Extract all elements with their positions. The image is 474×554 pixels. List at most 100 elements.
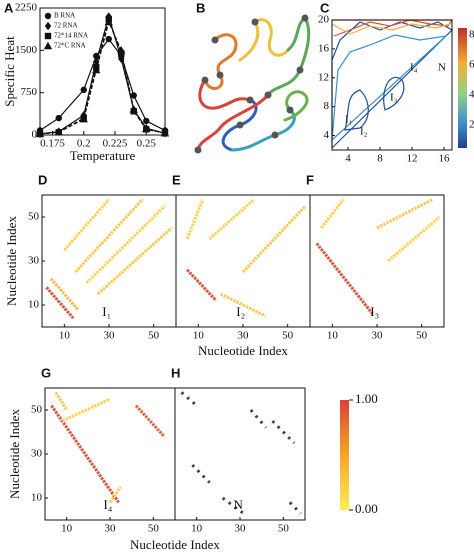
contact-run (241, 204, 307, 274)
plot-frame (331, 19, 453, 151)
x-tick-label: 8 (377, 153, 383, 165)
contact-run (271, 419, 296, 445)
panel-label: C (320, 0, 330, 15)
legend-label: 72 RNA (54, 22, 78, 30)
marker (130, 92, 137, 99)
x-axis-label: Nucleotide Index (198, 343, 288, 358)
rna-structure (194, 14, 311, 154)
y-axis-label: Specific Heat (2, 36, 17, 107)
x-tick-label: 10 (191, 523, 203, 535)
map-annotation: I₄ (104, 497, 113, 512)
contour-annotation: I₁ (345, 114, 353, 126)
y-tick-label: 4 (324, 129, 330, 141)
y-tick-label: 20 (318, 14, 330, 26)
panel-label: E (172, 172, 181, 187)
contact-run (221, 496, 248, 517)
x-tick-label: 50 (148, 523, 160, 535)
contact-run (186, 268, 218, 302)
x-tick-label: 12 (407, 153, 418, 165)
x-tick-label: 0.25 (137, 138, 157, 150)
marker (80, 86, 87, 94)
y-tick-label: 16 (318, 42, 330, 54)
contour-annotation: I₄ (410, 62, 418, 74)
marker (142, 124, 151, 132)
colorbar-label: 2 (469, 119, 474, 131)
panel-label: G (41, 365, 51, 380)
y-tick-label: 50 (28, 211, 40, 223)
marker (118, 54, 125, 63)
contact-run (74, 198, 144, 274)
contact-run (96, 226, 173, 296)
map-annotation: I₃ (370, 304, 379, 319)
marker (55, 114, 62, 122)
colorbar-label: 8 (469, 29, 474, 41)
contact-run (208, 198, 256, 241)
contact-run (180, 391, 198, 407)
colorbar-label: 0.00 (355, 501, 378, 516)
marker (92, 65, 101, 74)
contact-run (63, 198, 111, 251)
x-tick-label: 16 (439, 153, 451, 165)
y-tick-label: 1500 (15, 44, 38, 56)
x-axis-label: Nucleotide Index (130, 537, 220, 552)
panel-label: B (196, 0, 205, 15)
contour-lines (331, 19, 454, 150)
y-tick-label: 0 (32, 129, 38, 141)
colorbar-label: 6 (469, 59, 474, 71)
map-annotation: I₂ (236, 304, 245, 319)
x-tick-label: 30 (105, 523, 117, 535)
map-annotation: N (234, 497, 244, 512)
x-tick-label: 30 (238, 330, 250, 342)
contact-run (319, 198, 345, 229)
x-tick-label: 10 (327, 330, 339, 342)
x-tick-label: 50 (278, 523, 290, 535)
x-tick-label: 0.225 (103, 138, 128, 150)
contour-annotation: I₃ (390, 92, 398, 104)
legend-marker (44, 12, 52, 20)
contact-run (315, 242, 374, 315)
x-tick-label: 30 (235, 523, 247, 535)
x-tick-label: 0.175 (40, 138, 65, 150)
x-tick-label: 4 (345, 153, 351, 165)
marker (104, 17, 113, 26)
contact-run (220, 292, 266, 318)
marker (54, 127, 63, 136)
marker (143, 117, 150, 125)
x-tick-label: 10 (59, 330, 71, 342)
contour-annotation: N (438, 62, 446, 74)
x-tick-label: 30 (372, 330, 384, 342)
y-tick-label: 12 (318, 71, 329, 83)
y-tick-label: 10 (31, 492, 43, 504)
y-tick-label: 30 (28, 255, 40, 267)
map-annotation: I₁ (102, 304, 111, 319)
legend-marker (43, 41, 53, 50)
y-tick-label: 8 (324, 100, 330, 112)
marker (129, 105, 138, 113)
marker (117, 46, 126, 54)
legend-marker (44, 21, 52, 31)
legend-marker (44, 32, 52, 40)
panel-label: F (306, 172, 314, 187)
colorbar (340, 400, 349, 510)
x-tick-label: 30 (104, 330, 116, 342)
x-tick-label: 50 (148, 330, 160, 342)
contact-run (185, 198, 205, 240)
y-tick-label: 750 (21, 86, 38, 98)
y-tick-label: 50 (31, 404, 43, 416)
panel-label: D (38, 172, 47, 187)
x-axis-label: Temperature (70, 148, 136, 163)
panel-label: A (4, 0, 14, 15)
marker (79, 114, 88, 123)
marker (105, 35, 112, 43)
contact-run (387, 215, 441, 263)
contact-run (288, 501, 302, 515)
legend-label: 72*14 RNA (54, 32, 88, 40)
x-tick-label: 50 (416, 330, 428, 342)
colorbar (458, 28, 467, 148)
y-tick-label: 10 (28, 299, 40, 311)
contact-run (61, 397, 111, 423)
plot-frame (39, 7, 166, 136)
y-axis-label: Nucleotide Index (7, 409, 22, 499)
contour-annotation: I₂ (360, 126, 368, 138)
